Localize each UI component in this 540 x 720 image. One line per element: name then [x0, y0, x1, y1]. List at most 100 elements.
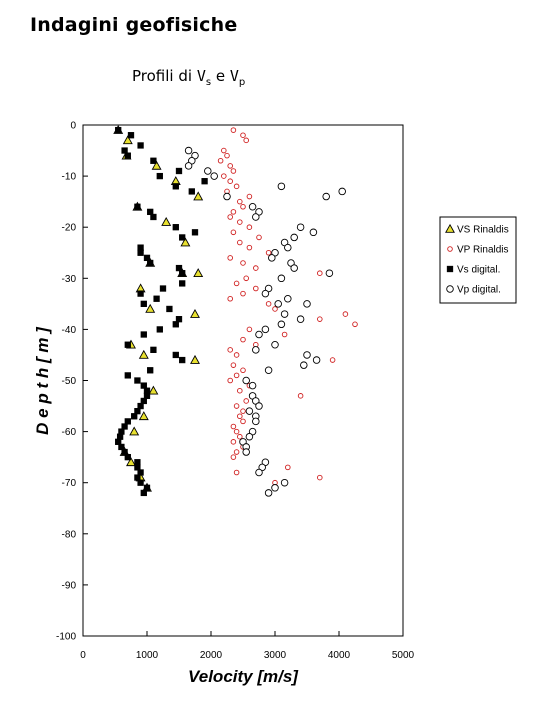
data-point [140, 489, 147, 497]
data-point [129, 426, 140, 436]
data-point [140, 397, 147, 405]
x-axis: 0 1000 2000 3000 4000 5000 [80, 631, 415, 661]
data-point [124, 418, 131, 425]
data-point [317, 316, 323, 322]
data-point [193, 268, 204, 277]
vs-symbol: V [196, 67, 206, 85]
data-point [255, 468, 263, 477]
legend-marker [447, 246, 453, 252]
x-tick-label: 3000 [264, 650, 287, 661]
data-point [179, 270, 186, 277]
data-point [227, 295, 233, 302]
data-point [252, 417, 260, 426]
data-point [145, 303, 156, 313]
legend-marker [445, 223, 455, 233]
vp-symbol: V [229, 67, 239, 85]
data-point [140, 300, 147, 307]
data-point [221, 147, 227, 154]
x-tick-label: 0 [80, 650, 86, 661]
data-point [233, 469, 240, 476]
data-point [284, 294, 292, 303]
data-point [242, 448, 250, 456]
data-point [245, 432, 254, 441]
data-point [246, 244, 253, 251]
data-point [134, 377, 141, 384]
y-tick-label: -50 [62, 376, 77, 387]
data-point [317, 270, 323, 276]
data-point [280, 310, 289, 318]
data-point [184, 146, 193, 155]
data-point [300, 361, 308, 369]
data-point [172, 183, 179, 190]
data-point [265, 249, 272, 256]
data-point [179, 356, 186, 364]
data-point [240, 418, 246, 425]
data-point [248, 203, 257, 211]
data-point [230, 454, 237, 460]
data-point [268, 254, 276, 262]
data-point [329, 357, 336, 363]
data-point [230, 127, 237, 133]
data-point [223, 192, 231, 201]
subtitle-prefix: Profili di [132, 67, 197, 85]
vs-subscript: s [205, 77, 212, 88]
data-point [161, 216, 172, 226]
data-point [233, 372, 240, 379]
data-point [237, 413, 243, 420]
data-point [143, 392, 151, 399]
x-tick-label: 4000 [328, 650, 351, 661]
data-points [113, 124, 358, 497]
data-point [124, 152, 131, 159]
data-point [252, 346, 260, 354]
legend-marker [446, 285, 454, 293]
data-point [264, 489, 273, 497]
data-point [274, 300, 282, 308]
data-point [143, 254, 151, 262]
data-point [248, 381, 257, 390]
y-tick-label: -70 [62, 478, 77, 489]
data-point [240, 367, 246, 374]
data-point [242, 376, 250, 385]
data-point [179, 280, 186, 287]
data-point [253, 265, 259, 271]
data-point [134, 474, 141, 481]
data-point [243, 137, 249, 144]
data-point [243, 275, 249, 282]
data-point [338, 187, 346, 196]
y-tick-label: -30 [62, 274, 77, 285]
legend-label: Vs digital. [457, 265, 500, 276]
data-point [156, 326, 163, 333]
data-point [281, 331, 288, 338]
y-tick-label: -90 [62, 580, 77, 591]
data-point [150, 346, 157, 353]
data-point [147, 367, 154, 374]
data-point [138, 411, 149, 421]
legend-label: VP Rinaldis [457, 245, 509, 256]
data-point [227, 214, 233, 220]
data-point [121, 147, 128, 154]
data-point [147, 208, 154, 216]
y-tick-label: -40 [62, 325, 77, 336]
data-point [140, 382, 147, 389]
data-point [115, 126, 122, 134]
data-point [290, 264, 298, 272]
data-point [230, 229, 237, 236]
data-point [224, 152, 230, 159]
data-point [134, 203, 141, 210]
data-point [180, 237, 191, 247]
data-point [153, 295, 160, 302]
data-point [124, 372, 131, 379]
subtitle-joiner: e [211, 67, 230, 85]
data-point [127, 132, 135, 139]
data-point [296, 223, 305, 231]
x-tick-label: 2000 [200, 650, 223, 661]
data-point [342, 311, 349, 317]
data-point [352, 321, 358, 328]
data-point [188, 188, 195, 195]
data-point [172, 351, 179, 359]
y-tick-label: -80 [62, 529, 77, 540]
data-point [175, 167, 183, 175]
page-title: Indagini geofisiche [30, 14, 238, 36]
data-point [261, 289, 270, 298]
data-point [277, 274, 286, 283]
